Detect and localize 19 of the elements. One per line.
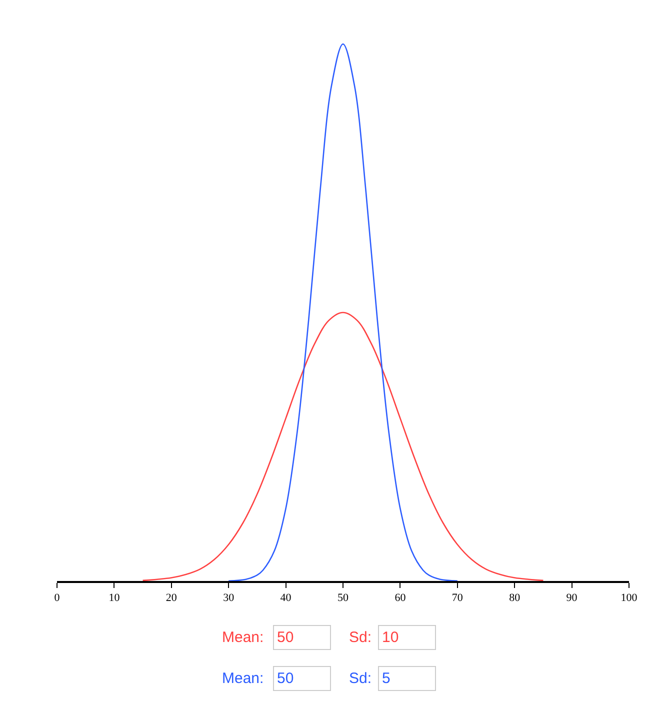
x-tick-label: 90	[566, 592, 578, 604]
x-tick-label: 60	[394, 592, 406, 604]
x-tick-label: 40	[280, 592, 292, 604]
text: Sd:	[349, 670, 372, 687]
text: 50	[277, 629, 294, 646]
text: Mean:	[222, 629, 264, 646]
text: 5	[382, 670, 390, 687]
x-tick-label: 50	[338, 592, 349, 604]
x-tick-label: 10	[108, 592, 120, 604]
x-tick-label: 20	[166, 592, 178, 604]
x-tick-label: 0	[54, 592, 60, 604]
text: Mean:	[222, 670, 264, 687]
x-tick-label: 30	[223, 592, 235, 604]
x-tick-label: 80	[509, 592, 521, 604]
text: 50	[277, 670, 294, 687]
x-tick-label: 100	[620, 592, 638, 604]
text: Sd:	[349, 629, 372, 646]
text: 10	[382, 629, 399, 646]
x-tick-label: 70	[452, 592, 464, 604]
